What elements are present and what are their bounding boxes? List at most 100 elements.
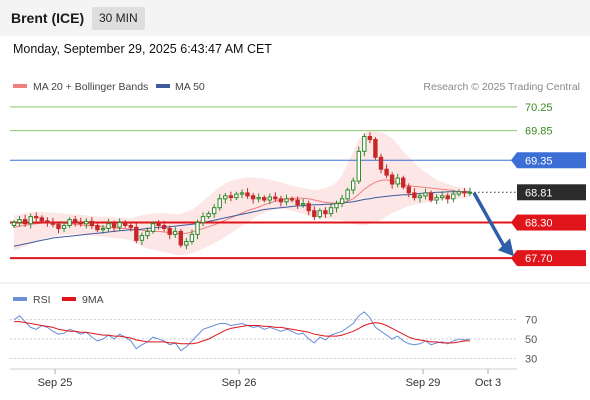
candle — [384, 164, 389, 179]
level-tag-pointer — [511, 250, 517, 267]
candle — [323, 207, 328, 218]
level-label: 67.70 — [525, 253, 553, 265]
level-label: 69.35 — [525, 155, 553, 167]
candle — [200, 212, 206, 227]
candle — [256, 193, 261, 203]
candle — [389, 172, 395, 189]
candle — [362, 133, 367, 157]
candle — [367, 132, 373, 144]
candle — [239, 189, 245, 199]
candle — [445, 192, 450, 204]
candle — [61, 221, 67, 233]
candle — [106, 218, 111, 232]
candle — [111, 220, 117, 233]
ma20-legend-swatch — [13, 84, 27, 88]
candle — [262, 195, 267, 203]
candle — [312, 206, 317, 221]
candle — [306, 200, 311, 216]
rsi-ma-line — [14, 321, 470, 345]
rsi-tick-label: 30 — [525, 353, 537, 365]
candle — [84, 218, 89, 229]
candle — [245, 188, 250, 199]
chart-datetime: Monday, September 29, 2025 6:43:47 AM CE… — [13, 42, 272, 56]
ma50-line — [13, 191, 470, 247]
candle — [11, 220, 17, 228]
candle — [39, 215, 44, 224]
rsi-ma-legend-swatch — [62, 297, 76, 301]
level-tag — [517, 250, 586, 267]
candle — [345, 187, 350, 202]
candle — [22, 214, 28, 227]
level-label: 70.25 — [525, 102, 553, 114]
candle — [17, 216, 22, 227]
candle — [417, 192, 423, 203]
candle — [228, 191, 234, 202]
candle — [212, 204, 217, 218]
candle — [145, 227, 150, 240]
candle — [184, 237, 189, 250]
candle — [423, 188, 428, 200]
candle — [284, 194, 289, 206]
candle — [150, 221, 156, 234]
candle — [401, 175, 406, 190]
level-label: 69.85 — [525, 126, 553, 138]
candle — [373, 137, 378, 160]
ma50-legend-swatch — [156, 84, 170, 88]
current-price-label: 68.81 — [525, 187, 553, 199]
candle — [278, 195, 284, 207]
candle — [117, 218, 122, 231]
candle — [45, 217, 50, 227]
candle — [351, 177, 356, 195]
timeframe-button[interactable]: 30 MIN — [92, 7, 145, 30]
candle — [317, 208, 323, 219]
instrument-title: Brent (ICE) — [11, 10, 85, 26]
candle — [289, 196, 295, 203]
candle — [395, 173, 400, 188]
candle — [95, 223, 100, 233]
candle — [412, 188, 417, 201]
credit-label: Research © 2025 Trading Central — [423, 81, 580, 93]
candle — [267, 193, 273, 205]
level-tag — [517, 152, 586, 169]
rsi-tick-label: 70 — [525, 315, 537, 327]
candle — [78, 217, 83, 227]
level-tag-pointer — [511, 152, 517, 169]
rsi-ma-legend-label: 9MA — [82, 294, 104, 306]
candle — [295, 196, 300, 209]
ma20-legend-label: MA 20 + Bollinger Bands — [33, 81, 148, 93]
rsi-legend-label: RSI — [33, 294, 51, 306]
candle — [217, 194, 222, 211]
candle — [161, 220, 167, 232]
x-tick-label: Sep 29 — [406, 377, 441, 389]
candle — [440, 191, 445, 201]
candle — [234, 191, 239, 200]
ma50-legend-label: MA 50 — [175, 81, 205, 93]
level-tag — [517, 214, 586, 231]
candle — [173, 227, 178, 238]
rsi-tick-label: 50 — [525, 334, 537, 346]
candle — [467, 187, 473, 196]
candle — [56, 221, 61, 234]
candle — [456, 189, 462, 197]
candle — [134, 222, 139, 244]
candle — [128, 221, 134, 232]
candle — [72, 216, 78, 227]
candle — [89, 217, 94, 230]
x-tick-label: Sep 26 — [222, 377, 257, 389]
candle — [328, 202, 334, 217]
candle — [378, 153, 384, 174]
candle — [462, 188, 467, 198]
chart-header: Brent (ICE) 30 MIN — [0, 0, 590, 36]
candle — [67, 217, 72, 228]
candle — [156, 220, 161, 230]
rsi-legend-swatch — [13, 297, 27, 301]
candle — [223, 192, 228, 204]
current-price-tag — [517, 184, 586, 201]
candle — [123, 220, 128, 228]
candle — [139, 232, 145, 246]
x-tick-label: Sep 25 — [38, 377, 73, 389]
candle — [50, 217, 56, 228]
candle — [178, 229, 184, 248]
candle — [300, 198, 306, 208]
